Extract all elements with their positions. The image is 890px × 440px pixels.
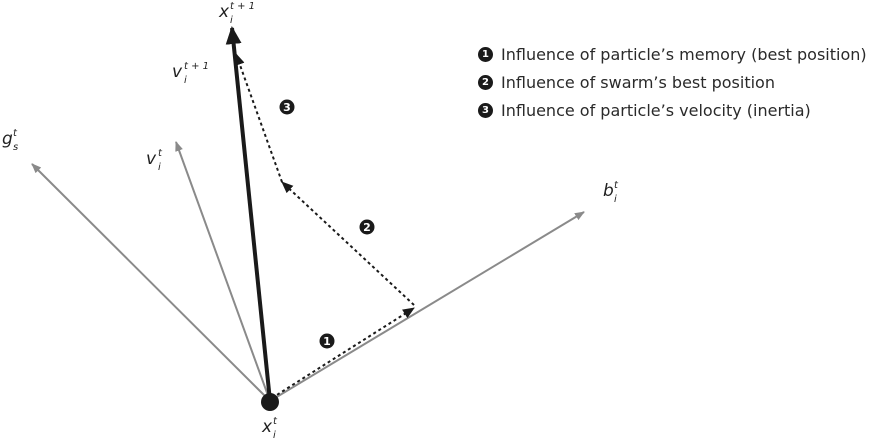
legend-item-inertia: 3 Influence of particle’s velocity (iner… bbox=[478, 96, 867, 124]
badge-one: 1 bbox=[319, 333, 335, 349]
svg-text:i: i bbox=[614, 194, 617, 205]
legend-item-memory: 1 Influence of particle’s memory (best p… bbox=[478, 40, 867, 68]
legend-text-inertia: Influence of particle’s velocity (inerti… bbox=[501, 100, 811, 120]
label-x-next: x t + 1 i bbox=[218, 1, 255, 26]
label-b-t: b t i bbox=[603, 180, 619, 205]
legend-text-memory: Influence of particle’s memory (best pos… bbox=[501, 44, 867, 64]
svg-text:t + 1: t + 1 bbox=[230, 1, 255, 12]
svg-text:i: i bbox=[158, 162, 161, 173]
legend-marker-two: 2 bbox=[478, 74, 493, 90]
svg-text:1: 1 bbox=[323, 335, 331, 348]
b-vector bbox=[269, 211, 585, 402]
legend-item-swarm: 2 Influence of swarm’s best position bbox=[478, 68, 867, 96]
svg-text:t: t bbox=[614, 180, 619, 191]
svg-text:i: i bbox=[184, 75, 187, 86]
swarm-component-arrow bbox=[281, 181, 415, 306]
svg-text:2: 2 bbox=[363, 221, 371, 234]
svg-text:s: s bbox=[13, 142, 18, 153]
particle-position-dot bbox=[261, 393, 279, 411]
svg-text:t + 1: t + 1 bbox=[184, 61, 209, 72]
svg-text:t: t bbox=[13, 128, 18, 139]
svg-text:v: v bbox=[146, 149, 157, 169]
svg-text:t: t bbox=[273, 416, 278, 427]
legend-marker-one: 1 bbox=[478, 46, 493, 62]
v-vector bbox=[175, 141, 271, 402]
svg-text:g: g bbox=[2, 129, 13, 149]
legend: 1 Influence of particle’s memory (best p… bbox=[478, 40, 867, 124]
inertia-component-arrow bbox=[235, 53, 283, 183]
svg-text:b: b bbox=[603, 181, 614, 201]
legend-text-swarm: Influence of swarm’s best position bbox=[501, 72, 775, 92]
badge-two: 2 bbox=[359, 219, 375, 235]
memory-component-arrow bbox=[271, 307, 415, 399]
svg-text:i: i bbox=[273, 430, 276, 440]
svg-text:3: 3 bbox=[283, 101, 291, 114]
label-g-t: g t s bbox=[2, 128, 18, 153]
label-v-t: v t i bbox=[146, 148, 163, 173]
badge-three: 3 bbox=[279, 99, 295, 115]
label-v-next: v t + 1 i bbox=[172, 61, 209, 86]
x-next-vector bbox=[225, 26, 272, 402]
g-vector bbox=[31, 163, 271, 402]
svg-text:v: v bbox=[172, 62, 183, 82]
legend-marker-three: 3 bbox=[478, 102, 493, 118]
label-x-t: x t i bbox=[261, 416, 278, 440]
svg-text:t: t bbox=[158, 148, 163, 159]
svg-text:i: i bbox=[230, 15, 233, 26]
svg-text:x: x bbox=[261, 417, 273, 437]
svg-text:x: x bbox=[218, 2, 230, 22]
